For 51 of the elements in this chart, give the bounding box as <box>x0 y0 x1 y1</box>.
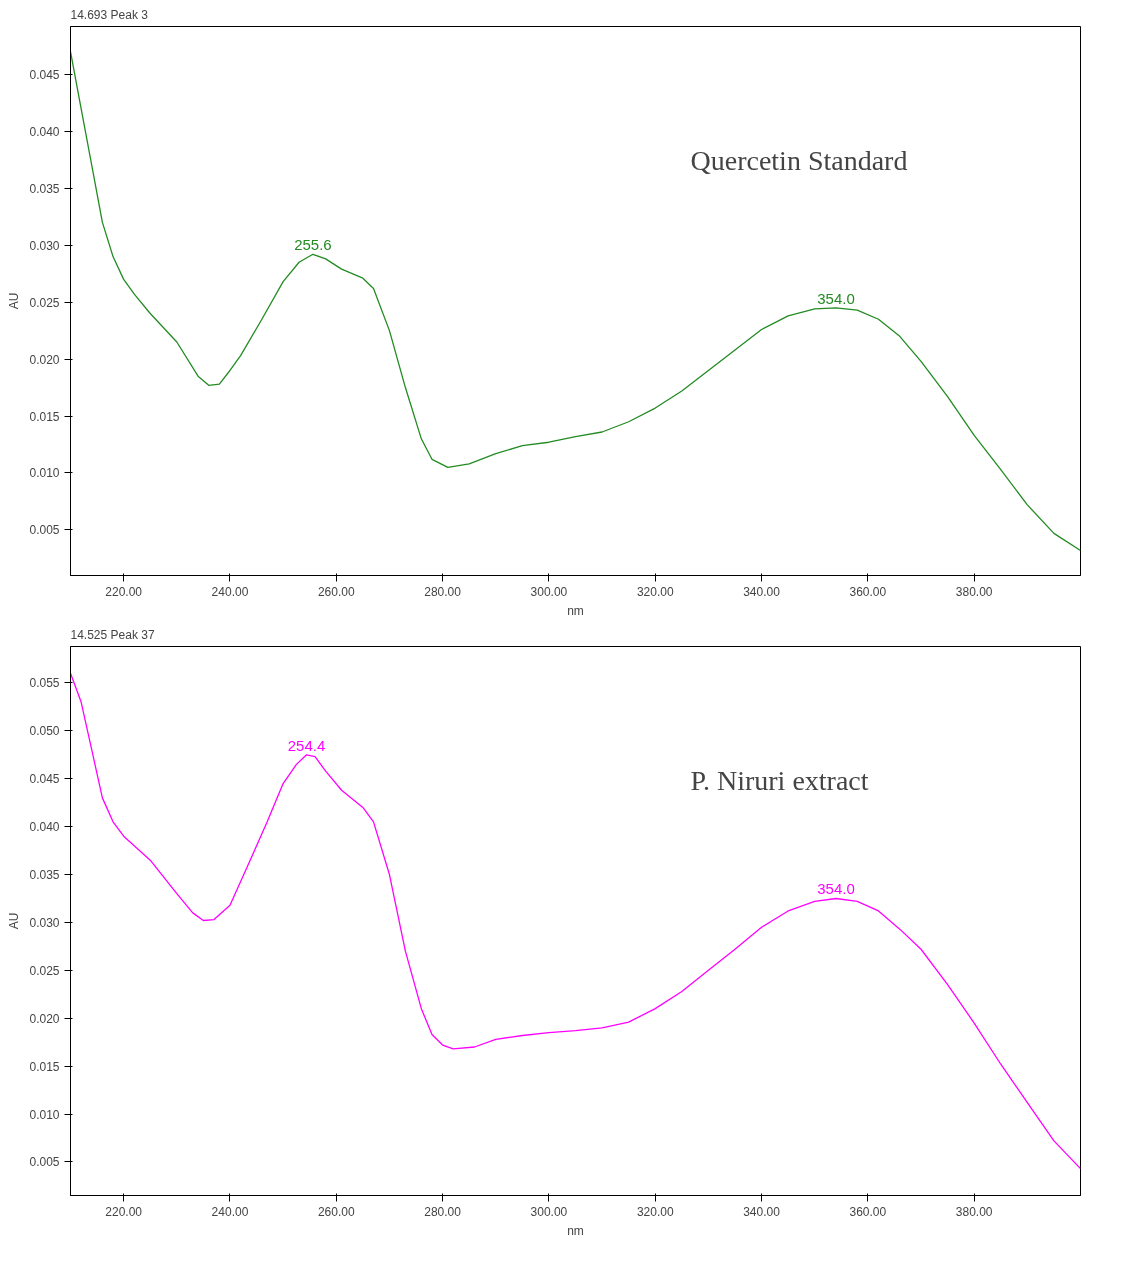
y-tick-label: 0.005 <box>29 523 60 538</box>
y-axis-title: AU <box>7 292 22 310</box>
y-tick-label: 0.045 <box>29 772 60 787</box>
x-tick-label: 360.00 <box>849 584 887 599</box>
text: P. Niruri extract <box>690 764 869 796</box>
x-tick-label: 380.00 <box>955 1204 993 1219</box>
x-tick-label: 300.00 <box>530 1204 568 1219</box>
y-tick-label: 0.020 <box>29 1011 60 1026</box>
y-tick-label: 0.035 <box>29 868 60 883</box>
y-tick-label: 0.015 <box>29 409 60 424</box>
y-axis-title: AU <box>7 912 22 930</box>
x-tick-label: 260.00 <box>317 584 355 599</box>
chart-subtitle: 14.525 Peak 37 <box>70 627 155 642</box>
x-tick-label: 240.00 <box>211 584 249 599</box>
y-tick-label: 0.030 <box>29 238 60 253</box>
x-tick-label: 280.00 <box>424 584 462 599</box>
y-tick-label: 0.010 <box>29 466 60 481</box>
x-tick-label: 220.00 <box>105 584 143 599</box>
y-tick-label: 0.040 <box>29 124 60 139</box>
y-tick-label: 0.025 <box>29 295 60 310</box>
x-axis-title: nm <box>567 603 584 618</box>
y-tick-label: 0.055 <box>29 676 60 691</box>
x-tick-label: 320.00 <box>636 584 674 599</box>
y-tick-label: 0.015 <box>29 1059 60 1074</box>
x-tick-label: 380.00 <box>955 584 993 599</box>
y-tick-label: 0.030 <box>29 915 60 930</box>
x-tick-label: 340.00 <box>743 1204 781 1219</box>
annotation: 354.0 <box>817 289 855 307</box>
x-tick-label: 260.00 <box>317 1204 355 1219</box>
chart-subtitle: 14.693 Peak 3 <box>70 7 149 22</box>
x-tick-label: 280.00 <box>424 1204 462 1219</box>
x-tick-label: 240.00 <box>211 1204 249 1219</box>
x-tick-label: 360.00 <box>849 1204 887 1219</box>
annotation: 255.6 <box>294 236 332 254</box>
y-tick-label: 0.020 <box>29 352 60 367</box>
x-tick-label: 220.00 <box>105 1204 143 1219</box>
y-tick-label: 0.050 <box>29 724 60 739</box>
annotation: 254.4 <box>287 736 326 754</box>
x-tick-label: 340.00 <box>743 584 781 599</box>
x-tick-label: 320.00 <box>636 1204 674 1219</box>
y-tick-label: 0.035 <box>29 181 60 196</box>
x-axis-title: nm <box>567 1223 584 1238</box>
line-series <box>70 672 1081 1170</box>
y-tick-label: 0.010 <box>29 1107 60 1122</box>
y-tick-label: 0.040 <box>29 820 60 835</box>
text: Quercetin Standard <box>690 144 908 176</box>
annotation: 354.0 <box>817 880 855 898</box>
y-tick-label: 0.005 <box>29 1155 60 1170</box>
y-tick-label: 0.025 <box>29 963 60 978</box>
x-tick-label: 300.00 <box>530 584 568 599</box>
y-tick-label: 0.045 <box>29 67 60 82</box>
